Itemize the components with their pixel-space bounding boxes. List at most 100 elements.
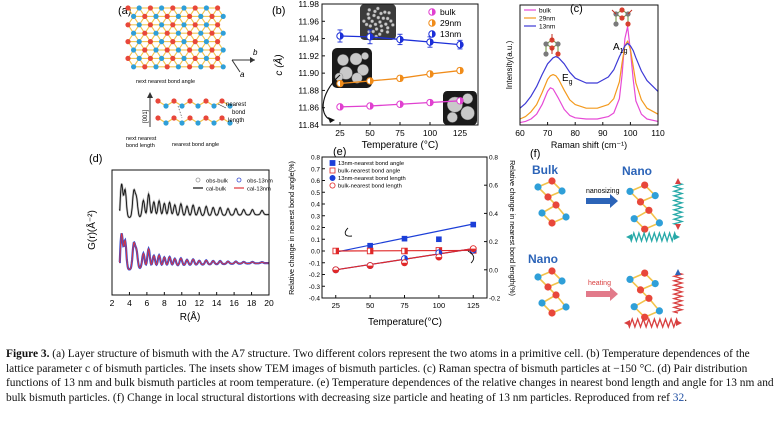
atom: [159, 5, 165, 11]
atom: [211, 120, 217, 126]
atom: [175, 47, 181, 53]
atom: [136, 5, 142, 11]
label-nearest: nearest: [226, 102, 246, 108]
mol-atom: [613, 21, 619, 27]
d-xtick-label: 2: [110, 298, 115, 308]
atom: [544, 283, 552, 291]
spring-horizontal-nano: [629, 230, 677, 244]
atom: [641, 269, 649, 277]
figure-caption: Figure 3. (a) Layer structure of bismuth…: [6, 347, 776, 405]
atom: [548, 219, 556, 227]
atom: [215, 55, 221, 62]
atom: [164, 13, 170, 19]
d-plot-frame: [111, 169, 270, 296]
b-ytick-label: 11.90: [298, 68, 319, 78]
e-point-half: [404, 248, 408, 254]
b-legend-label: bulk: [440, 7, 456, 17]
atom: [630, 303, 638, 311]
mol-atom: [543, 51, 549, 57]
atom: [142, 13, 148, 19]
nanosizing-label: nanosizing: [586, 188, 620, 195]
arrow-up: [675, 178, 681, 184]
e-ytick-left-label: 0.8: [311, 155, 320, 162]
atom: [641, 313, 649, 321]
e-xtick-label: 75: [400, 301, 408, 310]
atom: [170, 55, 176, 62]
b-ytick-label: 11.98: [298, 0, 319, 9]
c-series-line-bulk: [519, 26, 659, 124]
pdf-chart: (d) 2 4 6 8 10 12 14 16 18 20 obs-bulkcal-bulkobs…: [85, 153, 274, 323]
eg-mode-molecule: [543, 34, 561, 57]
atom: [125, 39, 131, 45]
heating-arrow: [586, 287, 618, 301]
atom: [215, 5, 221, 11]
d-legend-label: cal-bulk: [206, 186, 226, 192]
atom: [220, 13, 226, 19]
e-legend-label: 13nm-nearest bond length: [338, 176, 406, 182]
spring-vertical-nano: [671, 182, 685, 226]
atom: [220, 47, 226, 53]
b-point-half: [460, 41, 464, 48]
e-ytick-left-label: 0.1: [311, 237, 320, 244]
particle: [351, 72, 363, 84]
d-xtick-label: 8: [162, 298, 167, 308]
particle: [460, 106, 475, 121]
c-xtick-label: 100: [623, 128, 637, 138]
panel-c-label: (c): [570, 3, 583, 15]
e-point-half: [370, 248, 373, 254]
particle: [373, 22, 378, 27]
atom: [209, 47, 215, 53]
label-length: length: [228, 118, 244, 124]
atom: [198, 47, 204, 53]
e-point-half: [401, 262, 408, 266]
e-xtick-label: 25: [332, 301, 340, 310]
d-cal-13nm-line: [119, 233, 269, 270]
spring-horizontal-heated: [627, 316, 679, 330]
arrow-down: [675, 224, 681, 230]
atom: [163, 120, 169, 126]
heated-nano-structure: [626, 269, 663, 321]
particle: [334, 72, 344, 82]
atom: [645, 206, 653, 214]
b-point-half: [430, 99, 434, 106]
e-ytick-left-label: -0.2: [309, 272, 321, 279]
particle: [385, 30, 390, 34]
atom: [153, 13, 159, 19]
b-legend-marker-half: [432, 8, 436, 16]
atom: [209, 13, 215, 19]
atom: [125, 55, 131, 62]
c-series-line-13nm: [519, 42, 659, 109]
atom: [170, 5, 176, 11]
atom: [147, 55, 153, 62]
e-point-half: [332, 269, 339, 273]
atom: [187, 64, 193, 70]
atom: [636, 198, 645, 206]
atom: [538, 299, 546, 307]
e-point-half: [367, 265, 374, 269]
c-xtick-label: 60: [515, 128, 525, 138]
caption-ref-link[interactable]: 32: [672, 391, 685, 404]
b-point-half: [340, 80, 344, 87]
mol-arrow: [627, 9, 633, 15]
b-xtick-label: 125: [453, 128, 467, 138]
b-legend-marker-half: [432, 30, 436, 38]
atom: [215, 22, 221, 28]
heating-label: heating: [588, 280, 611, 287]
e-legend-label: 13nm-nearest bond angle: [338, 161, 404, 167]
particle: [379, 28, 384, 33]
particle: [364, 22, 369, 27]
e-point-half: [470, 248, 477, 252]
b-ytick-label: 11.84: [298, 120, 319, 130]
b-xtick-label: 25: [335, 128, 345, 138]
particle: [447, 112, 458, 123]
e-legend-marker: [329, 167, 336, 174]
particle: [387, 11, 391, 15]
arrow-right: [674, 234, 680, 240]
b-point-half: [400, 75, 404, 82]
atom: [125, 22, 131, 28]
panel-d-label: (d): [89, 153, 102, 165]
e-ytick-left-label: 0.0: [311, 249, 320, 256]
e-arrow-right: [467, 250, 475, 264]
nano-bottom-label: Nano: [528, 252, 558, 266]
atom: [164, 47, 170, 53]
